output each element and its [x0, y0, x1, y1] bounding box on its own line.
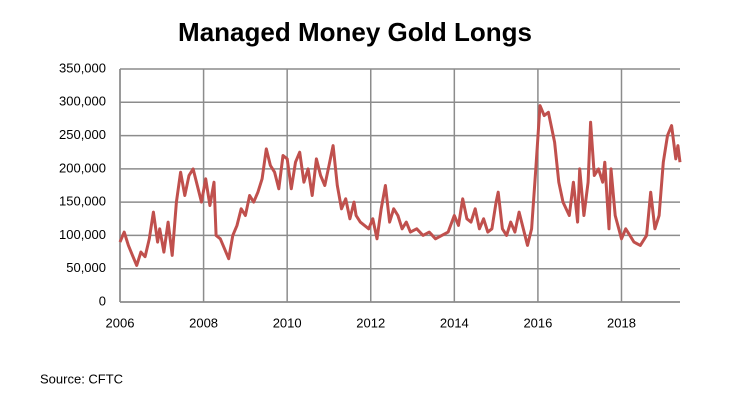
x-tick-label: 2016 — [523, 315, 552, 330]
x-tick-label: 2008 — [189, 315, 218, 330]
source-note: Source: CFTC — [40, 371, 123, 386]
data-line — [118, 104, 682, 267]
y-tick-label: 150,000 — [59, 194, 106, 209]
x-tick-label: 2010 — [273, 315, 302, 330]
x-tick-label: 2018 — [607, 315, 636, 330]
y-tick-label: 0 — [99, 293, 106, 308]
y-tick-label: 300,000 — [59, 94, 106, 109]
y-tick-label: 200,000 — [59, 160, 106, 175]
y-tick-label: 250,000 — [59, 127, 106, 142]
x-tick-label: 2006 — [106, 315, 135, 330]
x-tick-label: 2012 — [356, 315, 385, 330]
y-tick-label: 50,000 — [66, 260, 106, 275]
y-tick-label: 350,000 — [59, 60, 106, 75]
x-tick-label: 2014 — [440, 315, 469, 330]
y-tick-label: 100,000 — [59, 227, 106, 242]
chart-title: Managed Money Gold Longs — [178, 17, 532, 47]
